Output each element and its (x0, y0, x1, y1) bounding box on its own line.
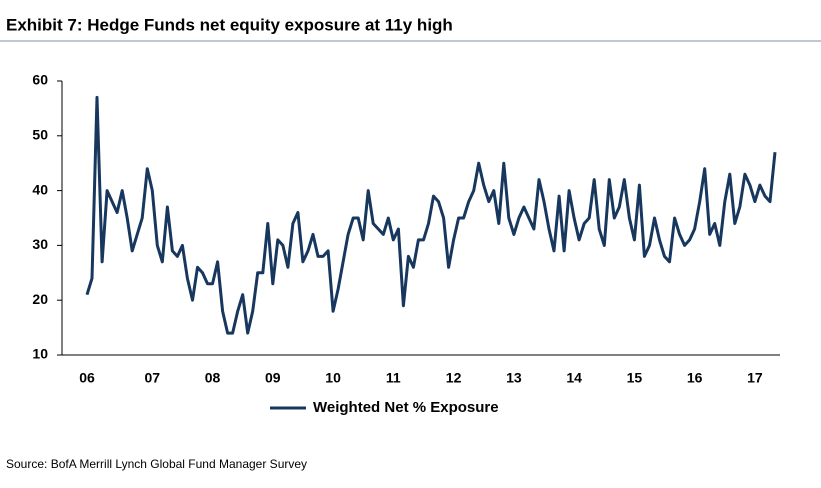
data-line (85, 95, 777, 335)
x-tick-label: 14 (566, 370, 582, 386)
x-tick-label: 12 (446, 370, 462, 386)
x-tick-label: 07 (144, 370, 160, 386)
y-tick-label: 20 (32, 291, 48, 307)
x-tick-label: 06 (79, 370, 95, 386)
y-tick-label: 10 (32, 346, 48, 362)
source: Source: BofA Merrill Lynch Global Fund M… (6, 457, 307, 471)
y-tick-label: 40 (32, 181, 48, 197)
y-tick-label: 30 (32, 236, 48, 252)
x-tick-label: 10 (325, 370, 341, 386)
x-tick-label: 11 (386, 370, 401, 386)
x-tick-label: 08 (205, 370, 221, 386)
y-tick-label: 50 (32, 127, 48, 143)
x-tick-label: 09 (265, 370, 281, 386)
x-tick-label: 16 (687, 370, 703, 386)
x-tick-label: 13 (506, 370, 522, 386)
x-tick-label: 17 (747, 370, 763, 386)
chart-title: Exhibit 7: Hedge Funds net equity exposu… (6, 15, 453, 34)
y-tick-label: 60 (32, 72, 48, 88)
x-tick-label: 15 (627, 370, 643, 386)
legend-label: Weighted Net % Exposure (313, 399, 499, 416)
